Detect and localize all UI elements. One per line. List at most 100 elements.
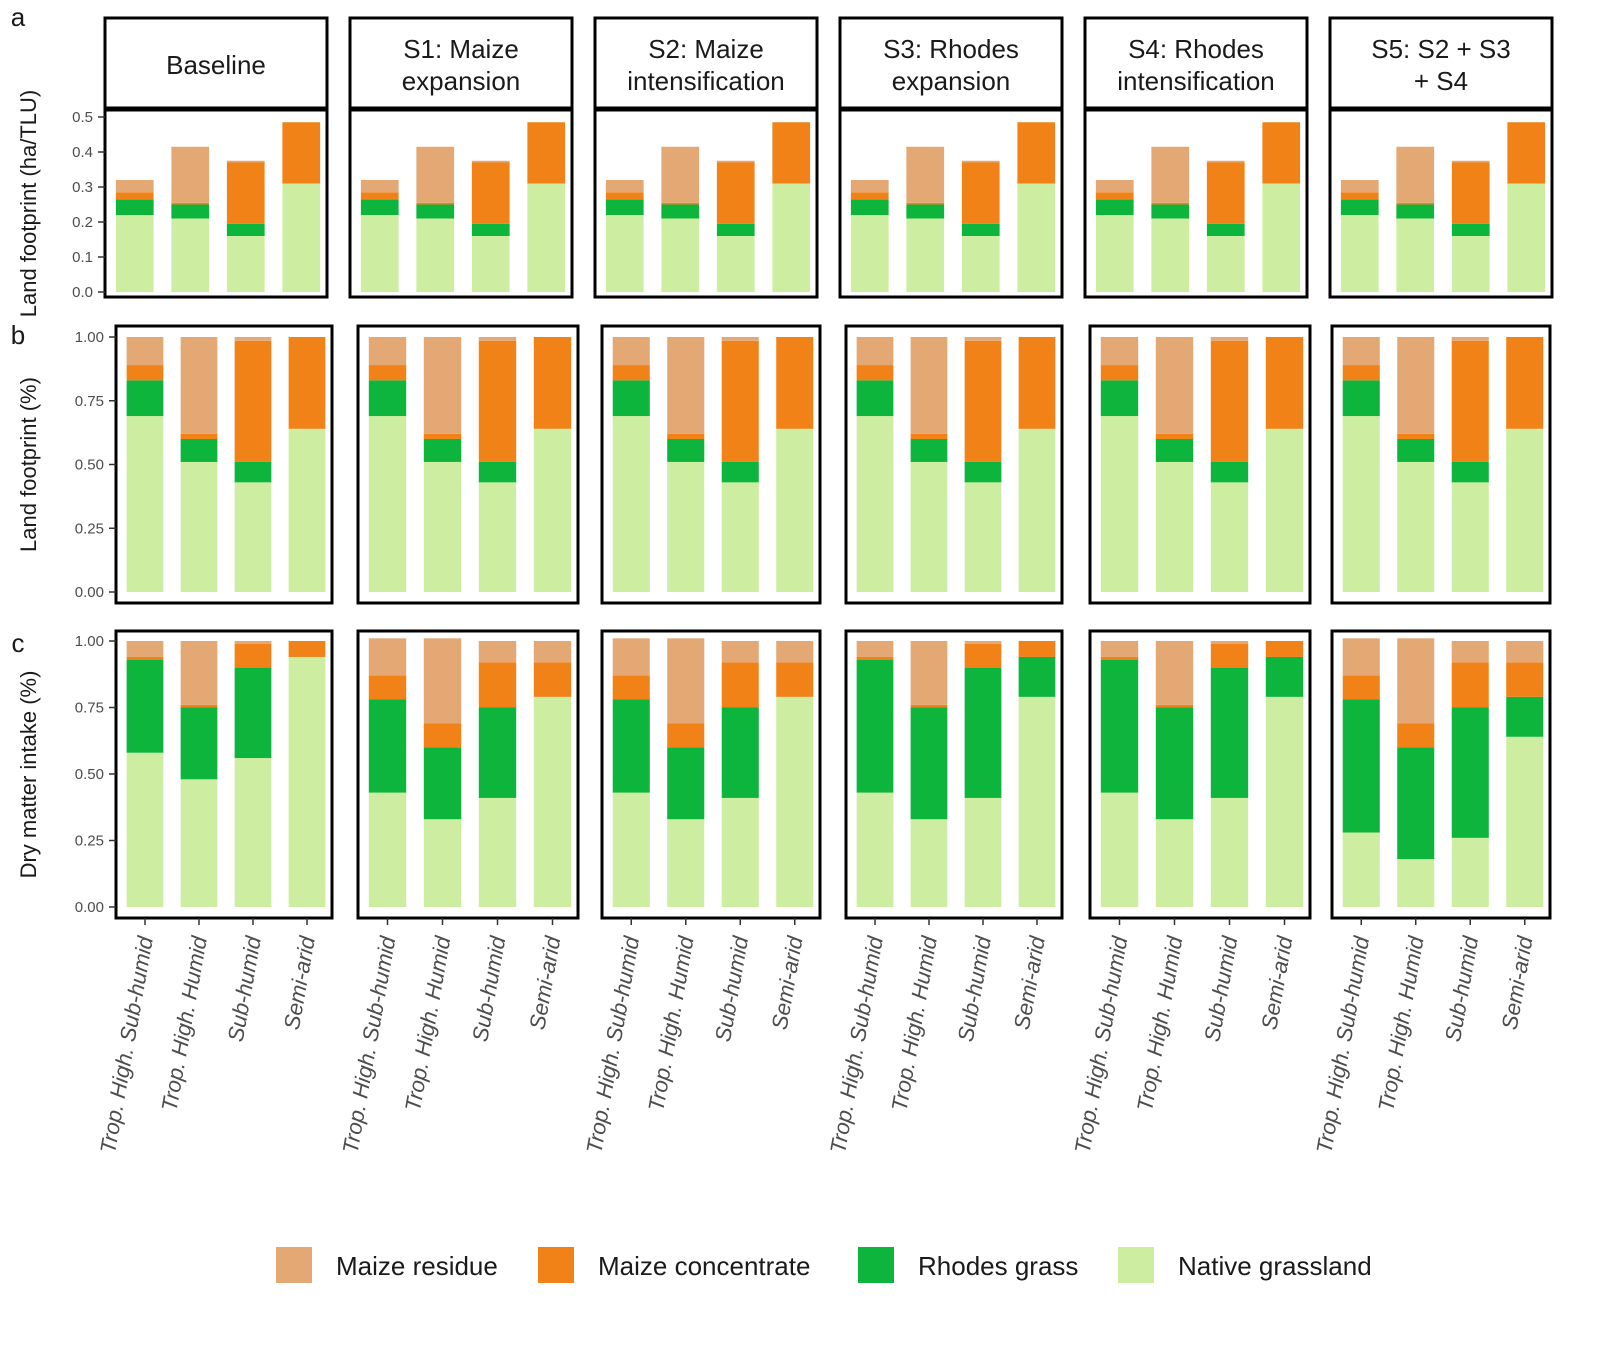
bar-segment <box>1342 832 1380 907</box>
bar-segment <box>1507 183 1546 292</box>
bar-segment <box>850 215 889 292</box>
bar-segment <box>667 461 705 592</box>
bar-segment <box>360 199 399 215</box>
bar-segment <box>180 439 218 462</box>
bar-segment <box>721 340 759 462</box>
facet-strip-label: intensification <box>1117 66 1275 96</box>
panel-border <box>838 108 1064 299</box>
bar-segment <box>1506 337 1544 429</box>
bar-segment <box>171 146 210 203</box>
bar-segment <box>721 482 759 592</box>
bar-segment <box>115 199 154 215</box>
bar-segment <box>1451 707 1489 838</box>
bar-segment <box>1151 202 1190 205</box>
bar-segment <box>288 641 326 657</box>
panel-b-2 <box>600 324 822 605</box>
bar-segment <box>1342 337 1380 366</box>
bar-segment <box>612 792 650 907</box>
bar-segment <box>721 797 759 907</box>
legend: Maize residue Maize concentrate Rhodes gra… <box>276 1247 1372 1283</box>
legend-label: Native grassland <box>1178 1251 1372 1281</box>
bar-segment <box>416 146 455 203</box>
bar-segment <box>1397 723 1435 748</box>
x-category-label: Semi-arid <box>1497 934 1538 1032</box>
panel-border <box>600 324 822 605</box>
bar-segment <box>1100 656 1139 660</box>
bar-segment <box>910 461 948 592</box>
y-tick-label: 0.2 <box>72 214 93 231</box>
bar-segment <box>1396 204 1435 219</box>
bar-segment <box>1451 340 1489 462</box>
bar-segment <box>226 162 265 224</box>
y-tick-label: 0.00 <box>75 584 104 601</box>
bar-segment <box>1340 215 1379 292</box>
bar-segment <box>964 643 1002 668</box>
bar-segment <box>906 202 945 205</box>
y-tick-label: 0.00 <box>75 899 104 916</box>
facet-strip-label: S2: Maize <box>648 34 764 64</box>
bar-segment <box>772 122 811 184</box>
panel-b-4 <box>1088 324 1312 605</box>
y-tick-label: 0.1 <box>72 249 93 266</box>
bar-segment <box>527 122 566 184</box>
bar-segment <box>1017 183 1056 292</box>
bar-segment <box>1151 146 1190 203</box>
y-tick-label: 0.75 <box>75 393 104 410</box>
bar-segment <box>1340 199 1379 215</box>
bar-segment <box>721 662 759 708</box>
bar-segment <box>527 183 566 292</box>
bar-segment <box>533 696 572 907</box>
bar-segment <box>478 662 517 708</box>
bar-segment <box>1095 180 1134 193</box>
panel-c-1 <box>356 629 580 920</box>
bar-segment <box>180 461 218 592</box>
x-category-label: Trop. High. Sub-humid <box>95 934 158 1155</box>
bar-segment <box>126 380 164 417</box>
bar-segment <box>1397 439 1435 462</box>
legend-swatch <box>276 1247 312 1283</box>
bar-segment <box>423 461 462 592</box>
bar-segment <box>1265 337 1304 429</box>
facet-strip-label: expansion <box>402 66 521 96</box>
bar-segment <box>1342 638 1380 676</box>
bar-segment <box>910 819 948 907</box>
bar-segment <box>180 641 218 705</box>
bar-segment <box>1151 218 1190 292</box>
bar-segment <box>1262 122 1301 184</box>
bar-segment <box>368 365 407 381</box>
bar-segment <box>856 659 894 793</box>
panel-border <box>844 629 1064 920</box>
bar-segment <box>288 656 326 907</box>
bar-segment <box>126 641 164 657</box>
bar-segment <box>360 215 399 292</box>
bar-segment <box>721 641 759 663</box>
bar-segment <box>1506 641 1544 663</box>
bar-segment <box>1397 638 1435 724</box>
bar-segment <box>471 236 510 292</box>
bar-segment <box>1451 837 1489 907</box>
bar-segment <box>605 192 644 200</box>
bar-segment <box>667 433 705 439</box>
bar-segment <box>661 218 700 292</box>
bar-segment <box>360 180 399 193</box>
bar-segment <box>226 223 265 236</box>
facet-strip-box <box>593 16 819 110</box>
bar-segment <box>1155 704 1194 708</box>
bar-segment <box>716 160 755 163</box>
bar-segment <box>964 797 1002 907</box>
bar-segment <box>234 337 272 341</box>
bar-segment <box>234 758 272 907</box>
bar-segment <box>533 337 572 429</box>
bar-segment <box>226 236 265 292</box>
panel-letter: a <box>11 2 26 32</box>
legend-swatch <box>1118 1247 1154 1283</box>
bar-segment <box>282 183 321 292</box>
y-tick-label: 0.50 <box>75 766 104 783</box>
bar-segment <box>856 641 894 657</box>
bar-segment <box>423 433 462 439</box>
bar-segment <box>964 641 1002 644</box>
bar-segment <box>1206 236 1245 292</box>
bar-segment <box>126 365 164 381</box>
bar-segment <box>471 162 510 224</box>
x-category-label: Trop. High. Sub-humid <box>338 934 401 1155</box>
